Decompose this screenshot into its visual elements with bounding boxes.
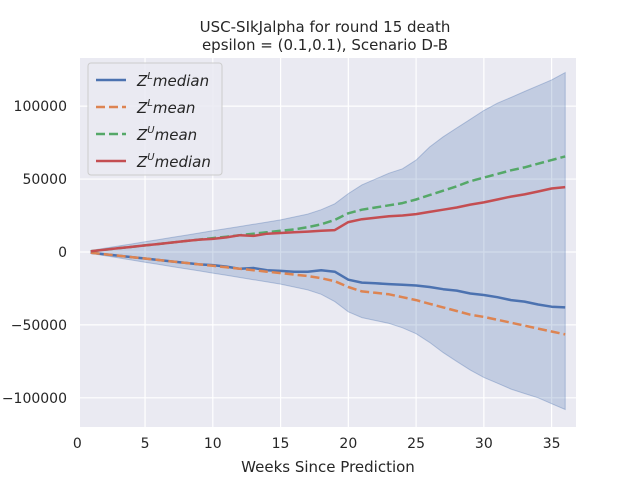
- legend-label: ZLmean: [136, 98, 195, 117]
- confidence-band: [90, 71, 566, 411]
- chart-title: USC-SIkJalpha for round 15 death: [200, 18, 451, 36]
- legend-box: [87, 62, 223, 176]
- x-tick-label: 20: [339, 436, 357, 452]
- x-tick-labels: 0 5 10 15 20 25 30 35: [73, 436, 561, 452]
- chart-subtitle: epsilon = (0.1,0.1), Scenario D-B: [202, 36, 448, 54]
- series-layer: [90, 155, 566, 336]
- series-line-2: [90, 251, 566, 336]
- x-tick-label: 10: [204, 436, 222, 452]
- x-axis-label: Weeks Since Prediction: [241, 458, 415, 476]
- y-tick-label: 0: [58, 245, 67, 261]
- x-tick-label: 25: [407, 436, 425, 452]
- legend-label: ZUmedian: [136, 152, 211, 171]
- series-line-4: [90, 185, 566, 253]
- y-tick-label: −50000: [11, 318, 67, 334]
- x-tick-label: 0: [73, 436, 82, 452]
- confidence-band-layer: [90, 71, 566, 411]
- x-tick-label: 5: [141, 436, 150, 452]
- y-tick-label: 50000: [22, 172, 67, 188]
- x-tick-label: 35: [543, 436, 561, 452]
- legend-label: ZLmedian: [136, 71, 209, 90]
- y-tick-labels: −100000 −50000 0 50000 100000: [2, 99, 67, 407]
- x-tick-label: 30: [475, 436, 493, 452]
- legend: ZLmedian ZLmean ZUmean ZUmedian: [87, 62, 223, 176]
- legend-label: ZUmean: [136, 125, 197, 144]
- x-tick-label: 15: [272, 436, 290, 452]
- y-tick-label: 100000: [14, 99, 67, 115]
- y-tick-label: −100000: [2, 391, 67, 407]
